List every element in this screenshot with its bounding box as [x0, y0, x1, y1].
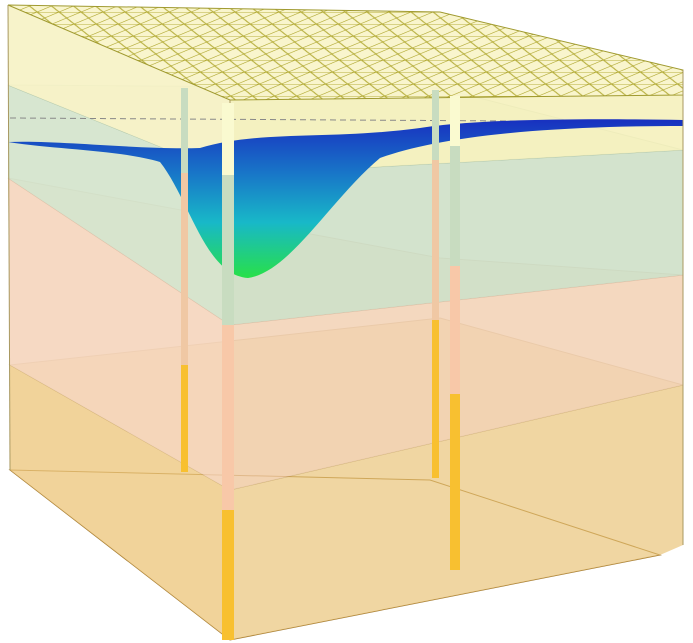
borehole-back-right: [432, 90, 439, 478]
borehole-front-right: [450, 96, 460, 570]
borehole-back-left: [181, 88, 188, 472]
borehole-front-left: [222, 103, 234, 640]
drawdown-cone: [8, 119, 683, 278]
top-surface-mesh: [7, 4, 684, 101]
